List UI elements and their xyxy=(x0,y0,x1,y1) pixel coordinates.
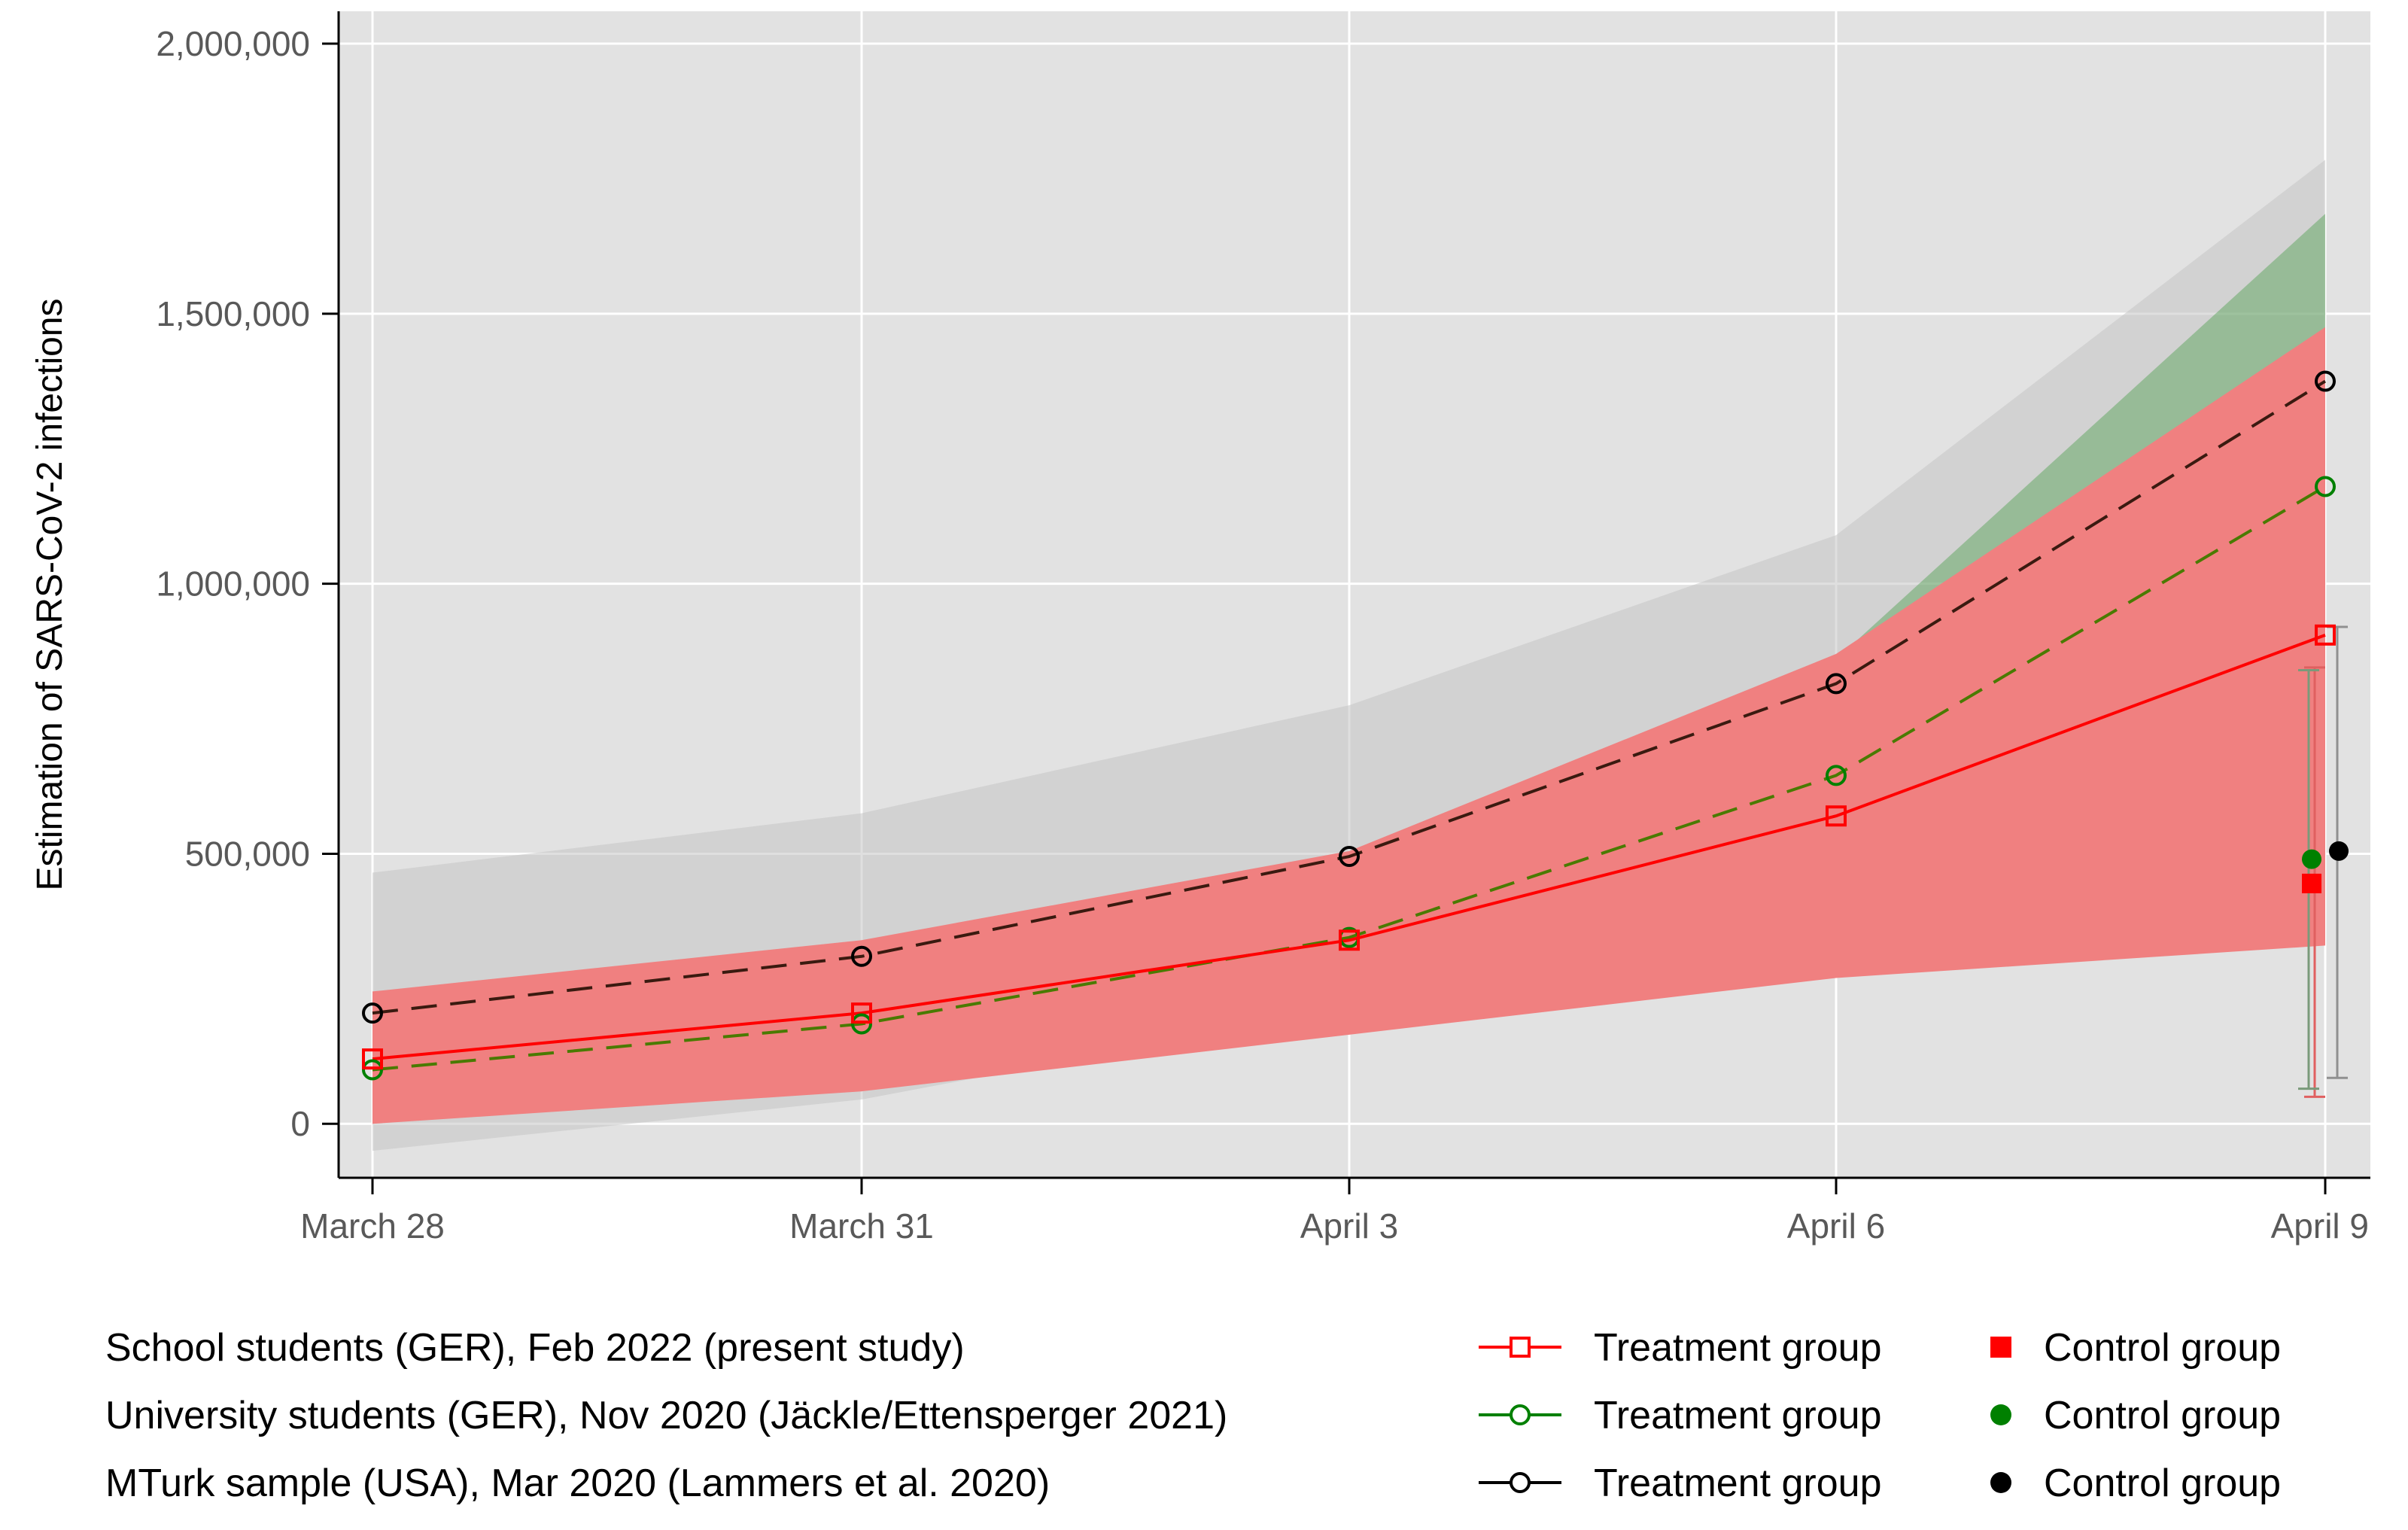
legend-control-label: Control group xyxy=(2044,1326,2281,1370)
treatment-marker xyxy=(1339,846,1360,868)
data-markers xyxy=(362,370,2349,1081)
treatment-marker xyxy=(851,1002,872,1024)
treatment-marker xyxy=(362,1002,383,1024)
legend-control-key xyxy=(1990,1404,2011,1425)
treatment-marker xyxy=(851,1013,872,1035)
treatment-marker xyxy=(1826,673,1847,695)
legend-control-label: Control group xyxy=(2044,1462,2281,1505)
treatment-marker xyxy=(362,1048,383,1070)
y-tick-label: 0 xyxy=(290,1104,310,1143)
treatment-marker xyxy=(2315,476,2336,497)
x-tick-label: April 3 xyxy=(1300,1206,1398,1246)
legend-treatment-label: Treatment group xyxy=(1594,1394,1881,1437)
y-tick-label: 1,000,000 xyxy=(156,564,310,604)
legend: School students (GER), Feb 2022 (present… xyxy=(105,1326,2281,1505)
control-marker xyxy=(2302,849,2321,869)
treatment-marker xyxy=(362,1059,383,1081)
legend-marker-key xyxy=(1510,1337,1531,1358)
y-ticks: 0 500,000 1,000,000 1,500,000 2,000,000 xyxy=(156,24,339,1143)
treatment-line xyxy=(372,379,2327,1015)
axes xyxy=(337,11,2370,1179)
legend-treatment-label: Treatment group xyxy=(1594,1462,1881,1505)
confidence-band xyxy=(372,327,2325,1124)
y-tick-label: 500,000 xyxy=(185,834,310,873)
y-tick-label: 1,500,000 xyxy=(156,294,310,333)
treatment-marker xyxy=(851,945,872,967)
legend-series-label: School students (GER), Feb 2022 (present… xyxy=(105,1326,965,1370)
treatment-marker xyxy=(1826,765,1847,786)
treatment-line xyxy=(372,485,2327,1072)
legend-control-key xyxy=(1990,1337,2011,1358)
treatment-marker xyxy=(2315,370,2336,392)
legend-series-label: MTurk sample (USA), Mar 2020 (Lammers et… xyxy=(105,1462,1050,1505)
treatment-marker xyxy=(1826,805,1847,827)
x-tick-label: April 6 xyxy=(1787,1206,1885,1246)
legend-control-key xyxy=(1990,1472,2011,1493)
treatment-line xyxy=(372,633,2326,1061)
legend-treatment-label: Treatment group xyxy=(1594,1326,1881,1370)
confidence-bands xyxy=(372,160,2325,1151)
y-axis-title: Estimation of SARS-CoV-2 infections xyxy=(30,298,70,890)
confidence-band xyxy=(372,160,2325,1151)
legend-series-label: University students (GER), Nov 2020 (Jäc… xyxy=(105,1394,1227,1437)
x-tick-label: March 31 xyxy=(789,1206,934,1246)
legend-marker-key xyxy=(1510,1472,1531,1493)
y-tick-label: 2,000,000 xyxy=(156,24,310,63)
control-marker xyxy=(2329,841,2349,861)
treatment-marker xyxy=(1339,929,1360,951)
x-tick-label: March 28 xyxy=(300,1206,445,1246)
treatment-lines xyxy=(372,379,2327,1072)
x-ticks: March 28 March 31 April 3 April 6 April 9 xyxy=(300,1178,2369,1246)
legend-control-label: Control group xyxy=(2044,1394,2281,1437)
treatment-marker xyxy=(2315,624,2336,646)
legend-marker-key xyxy=(1510,1404,1531,1425)
x-tick-label: April 9 xyxy=(2271,1206,2369,1246)
control-marker xyxy=(2302,873,2321,893)
